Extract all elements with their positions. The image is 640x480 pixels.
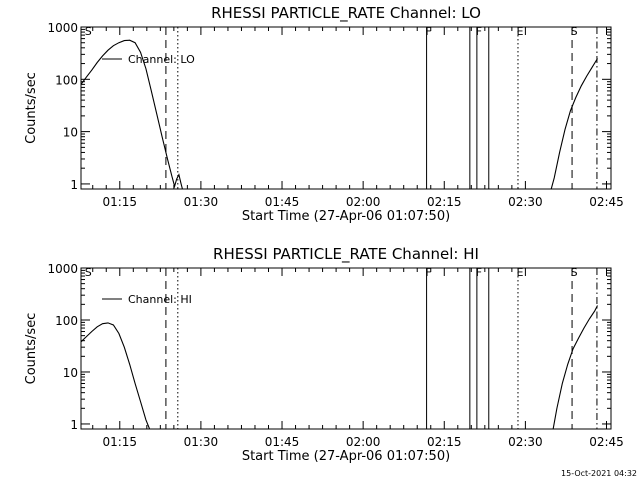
y-tick-label: 1000 [47, 262, 78, 276]
plot-frame [80, 26, 612, 190]
y-axis-label: Counts/sec [24, 72, 39, 144]
event-marker-label: S [85, 25, 92, 38]
event-marker-label: F [425, 25, 431, 38]
chart-title: RHESSI PARTICLE_RATE Channel: LO [211, 4, 481, 23]
event-marker-label: F [476, 25, 482, 38]
event-marker-label: F [476, 266, 482, 279]
x-tick-label: 01:15 [102, 435, 137, 449]
x-tick-label: 01:30 [184, 435, 219, 449]
y-tick-label: 10 [63, 366, 78, 380]
x-tick-label: 02:00 [346, 195, 381, 209]
series-line [552, 305, 598, 429]
y-tick-label: 1 [70, 178, 78, 192]
event-marker-label: S [571, 266, 578, 279]
lo-channel-panel: RHESSI PARTICLE_RATE Channel: LO 1 10 100 10… [24, 4, 624, 224]
event-marker-label: E [517, 25, 524, 38]
series-line [550, 58, 598, 189]
x-tick-label: 02:15 [427, 435, 462, 449]
x-tick-label: 01:30 [184, 195, 219, 209]
x-axis-label: Start Time (27-Apr-06 01:07:50) [242, 209, 450, 224]
y-tick-label: 1 [70, 418, 78, 432]
x-tick-label: 01:45 [265, 195, 300, 209]
x-tick-label: 01:45 [265, 435, 300, 449]
x-tick-label: 02:30 [508, 435, 543, 449]
legend-label: Channel: LO [128, 53, 195, 66]
x-tick-label: 02:45 [589, 195, 624, 209]
x-tick-label: 02:00 [346, 435, 381, 449]
timestamp-footer: 15-Oct-2021 04:32 [561, 469, 637, 478]
plot-frame [80, 267, 612, 430]
x-tick-label: 02:15 [427, 195, 462, 209]
y-axis-label: Counts/sec [24, 313, 39, 385]
y-tick-label: 100 [55, 314, 78, 328]
event-marker-label: S [85, 266, 92, 279]
series-line [81, 322, 151, 429]
chart-title: RHESSI PARTICLE_RATE Channel: HI [213, 245, 479, 264]
legend-label: Channel: HI [128, 293, 192, 306]
x-tick-label: 01:15 [102, 195, 137, 209]
y-tick-label: 100 [55, 73, 78, 87]
x-tick-label: 02:45 [589, 435, 624, 449]
hi-channel-panel: RHESSI PARTICLE_RATE Channel: HI 1 10 100 10… [24, 245, 624, 464]
event-marker-label: S [571, 25, 578, 38]
event-marker-label: F [425, 266, 431, 279]
y-tick-label: 10 [63, 126, 78, 140]
series-line [81, 39, 183, 189]
y-tick-label: 1000 [47, 21, 78, 35]
x-tick-label: 02:30 [508, 195, 543, 209]
x-axis-label: Start Time (27-Apr-06 01:07:50) [242, 449, 450, 464]
event-marker-label: E [517, 266, 524, 279]
